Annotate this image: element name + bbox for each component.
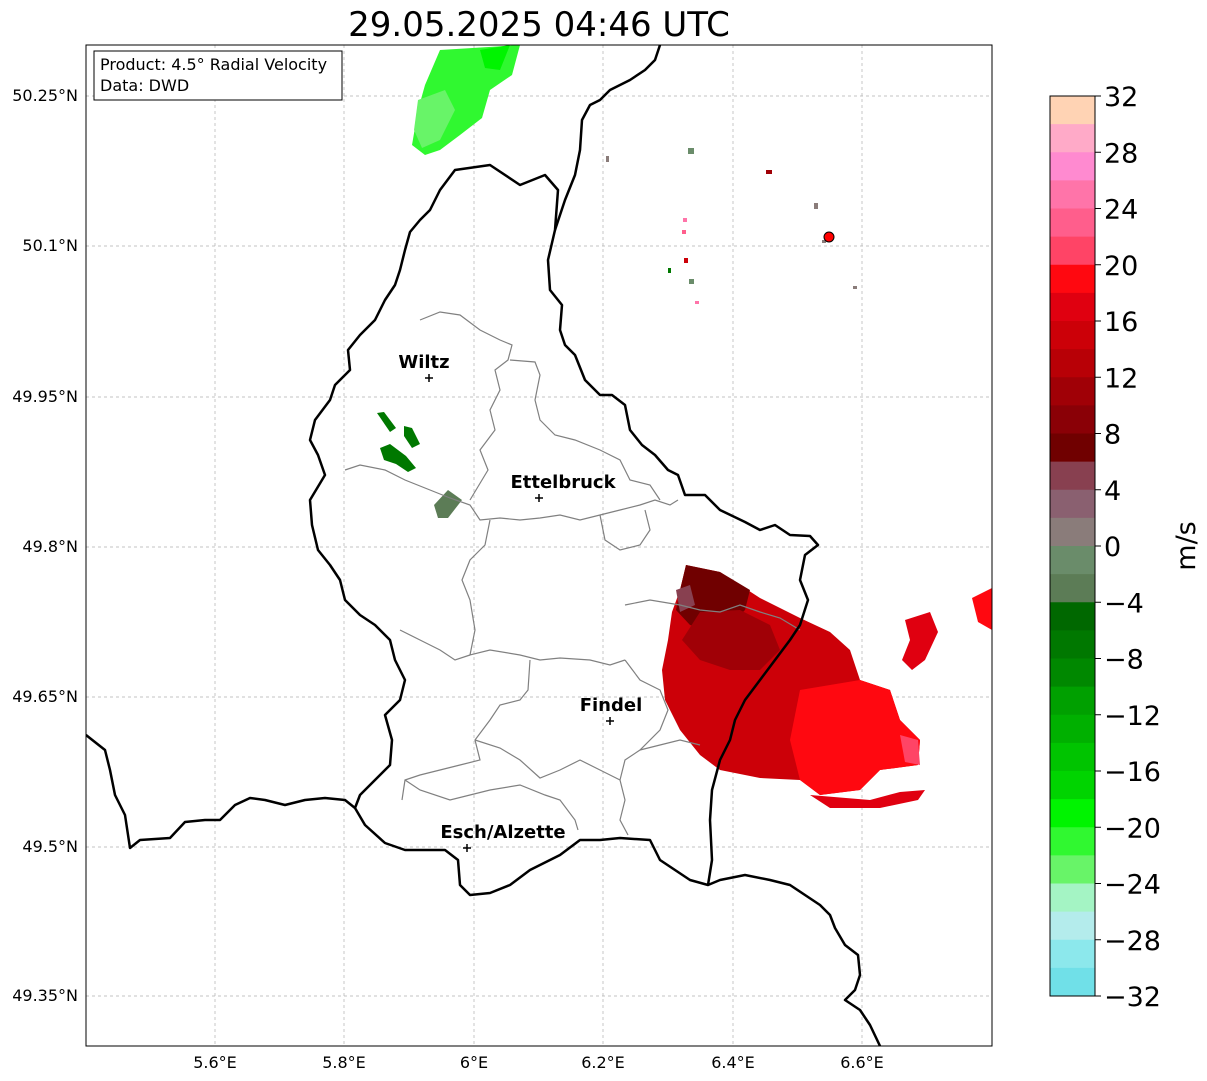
colorbar-swatch xyxy=(1050,490,1095,519)
colorbar-tick-label: −16 xyxy=(1104,757,1161,788)
lon-tick-label: 6°E xyxy=(460,1053,488,1072)
colorbar-swatch xyxy=(1050,546,1095,575)
colorbar-tick-label: 20 xyxy=(1104,251,1138,282)
colorbar-swatch xyxy=(1050,293,1095,322)
colorbar-unit-label: m/s xyxy=(1171,521,1202,570)
colorbar-swatch xyxy=(1050,237,1095,266)
colorbar-swatch xyxy=(1050,349,1095,378)
colorbar-swatch xyxy=(1050,265,1095,294)
radar-site-marker xyxy=(824,232,834,242)
colorbar-swatch xyxy=(1050,96,1095,125)
colorbar-swatch xyxy=(1050,518,1095,547)
lat-tick-label: 50.25°N xyxy=(12,86,78,105)
colorbar-tick-label: 28 xyxy=(1104,138,1138,169)
colorbar-swatch xyxy=(1050,602,1095,631)
colorbar-swatch xyxy=(1050,715,1095,744)
lat-tick-label: 49.8°N xyxy=(22,537,78,556)
colorbar-swatch xyxy=(1050,574,1095,603)
colorbar-swatch xyxy=(1050,377,1095,406)
colorbar-swatch xyxy=(1050,405,1095,434)
colorbar-swatch xyxy=(1050,884,1095,913)
colorbar-tick-label: 8 xyxy=(1104,420,1121,451)
colorbar-swatch xyxy=(1050,180,1095,209)
lon-tick-label: 6.2°E xyxy=(581,1053,625,1072)
lon-tick-label: 5.8°E xyxy=(322,1053,366,1072)
colorbar-tick-label: 0 xyxy=(1104,532,1121,563)
colorbar-tick-label: −20 xyxy=(1104,813,1161,844)
colorbar-swatch xyxy=(1050,659,1095,688)
colorbar-swatch xyxy=(1050,630,1095,659)
info-product: Product: 4.5° Radial Velocity xyxy=(100,55,327,74)
colorbar-swatch xyxy=(1050,124,1095,153)
city-label-findel: Findel xyxy=(580,695,643,716)
colorbar-swatch xyxy=(1050,912,1095,941)
colorbar-tick-label: −4 xyxy=(1104,588,1144,619)
colorbar-swatch xyxy=(1050,771,1095,800)
colorbar-swatch xyxy=(1050,321,1095,350)
colorbar-swatch xyxy=(1050,799,1095,828)
colorbar-tick-label: −12 xyxy=(1104,701,1161,732)
colorbar xyxy=(1050,96,1095,997)
colorbar-swatch xyxy=(1050,434,1095,463)
lon-tick-label: 5.6°E xyxy=(193,1053,237,1072)
info-data-source: Data: DWD xyxy=(100,76,189,95)
colorbar-swatch xyxy=(1050,152,1095,181)
colorbar-swatch xyxy=(1050,968,1095,997)
map-area xyxy=(86,45,992,1046)
colorbar-swatch xyxy=(1050,827,1095,856)
colorbar-ticks: 32 28 24 20 16 12 8 4 0 −4 −8 −12 −16 −20 −24 −28 −32 xyxy=(1095,82,1161,1013)
colorbar-swatch xyxy=(1050,687,1095,716)
lon-tick-label: 6.4°E xyxy=(711,1053,755,1072)
lat-tick-label: 49.35°N xyxy=(12,986,78,1005)
lat-tick-label: 49.65°N xyxy=(12,687,78,706)
colorbar-swatch xyxy=(1050,209,1095,238)
colorbar-swatch xyxy=(1050,743,1095,772)
colorbar-tick-label: 4 xyxy=(1104,476,1121,507)
colorbar-swatch xyxy=(1050,940,1095,969)
colorbar-swatch xyxy=(1050,855,1095,884)
city-label-ettelbruck: Ettelbruck xyxy=(510,472,616,493)
colorbar-tick-label: 12 xyxy=(1104,363,1138,394)
colorbar-tick-label: 32 xyxy=(1104,82,1138,113)
lon-axis: 5.6°E 5.8°E 6°E 6.2°E 6.4°E 6.6°E xyxy=(193,1053,884,1072)
colorbar-tick-label: −24 xyxy=(1104,870,1161,901)
colorbar-swatch xyxy=(1050,462,1095,491)
lat-tick-label: 49.95°N xyxy=(12,387,78,406)
colorbar-tick-label: 16 xyxy=(1104,307,1138,338)
lat-tick-label: 49.5°N xyxy=(22,837,78,856)
lat-axis: 50.25°N 50.1°N 49.95°N 49.8°N 49.65°N 49… xyxy=(12,86,78,1005)
colorbar-tick-label: −8 xyxy=(1104,645,1144,676)
info-box: Product: 4.5° Radial Velocity Data: DWD xyxy=(94,51,342,100)
colorbar-tick-label: −32 xyxy=(1104,982,1161,1013)
colorbar-tick-label: 24 xyxy=(1104,195,1138,226)
lon-tick-label: 6.6°E xyxy=(840,1053,884,1072)
lat-tick-label: 50.1°N xyxy=(22,236,78,255)
city-label-wiltz: Wiltz xyxy=(398,352,449,373)
colorbar-tick-label: −28 xyxy=(1104,926,1161,957)
city-label-esch-alzette: Esch/Alzette xyxy=(440,822,565,843)
